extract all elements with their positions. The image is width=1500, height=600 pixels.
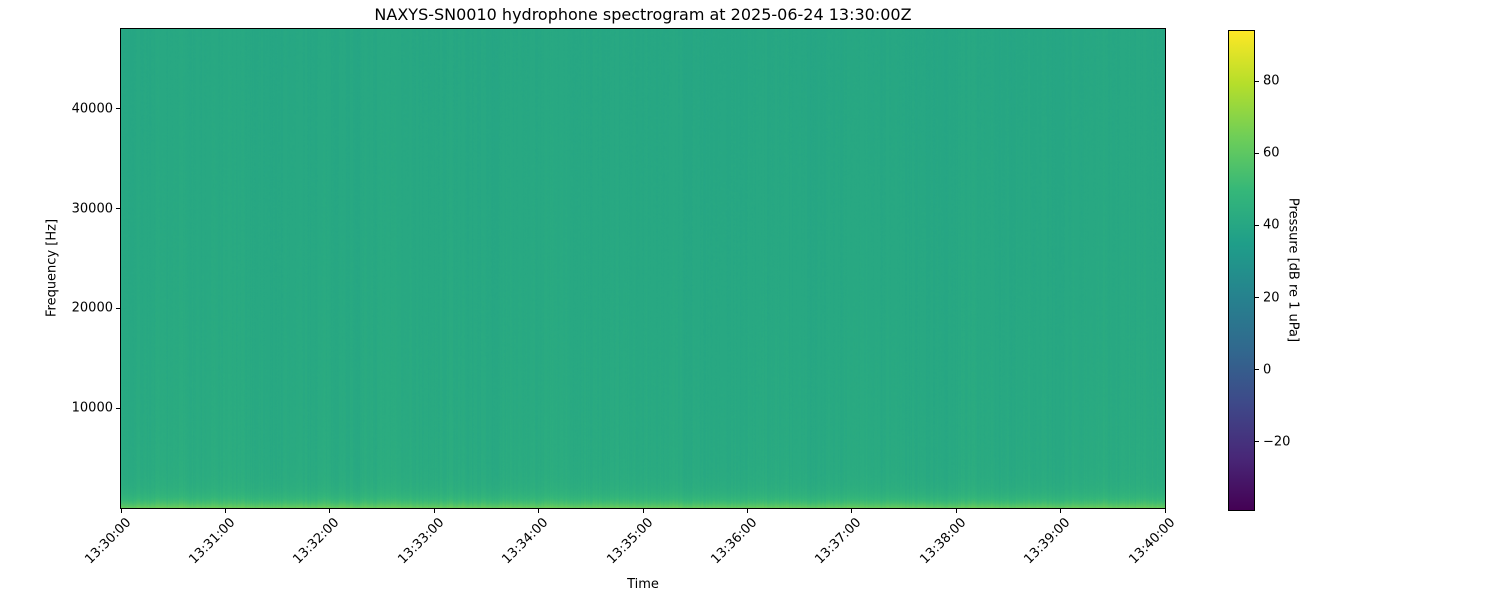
x-tick-mark: [120, 509, 122, 513]
x-tick-mark: [1060, 509, 1062, 513]
x-tick-label: 13:39:00: [1021, 515, 1074, 568]
y-axis-title: Frequency [Hz]: [44, 218, 60, 318]
spectrogram-heatmap: [121, 29, 1165, 508]
y-tick-label: 30000: [71, 201, 113, 217]
x-tick-label: 13:35:00: [604, 515, 656, 568]
colorbar-tick-label: −20: [1263, 434, 1291, 450]
x-tick-label: 13:36:00: [708, 515, 761, 568]
colorbar-tick-label: 40: [1263, 217, 1280, 233]
chart-title: NAXYS-SN0010 hydrophone spectrogram at 2…: [374, 5, 912, 24]
colorbar-tick-label: 60: [1263, 145, 1280, 161]
y-tick-label: 20000: [71, 300, 113, 316]
x-tick-mark: [1164, 509, 1166, 513]
colorbar: [1228, 30, 1255, 511]
colorbar-tick-label: 80: [1263, 73, 1280, 89]
x-tick-mark: [538, 509, 540, 513]
x-tick-mark: [433, 509, 435, 513]
x-tick-label: 13:32:00: [290, 515, 343, 568]
y-tick-label: 10000: [71, 400, 113, 416]
x-tick-label: 13:31:00: [186, 515, 239, 568]
x-axis-title: Time: [627, 577, 659, 592]
spectrogram-plot-area: [120, 28, 1166, 509]
x-tick-mark: [851, 509, 853, 513]
colorbar-title: Pressure [dB re 1 uPa]: [1285, 197, 1301, 343]
x-tick-label: 13:38:00: [917, 515, 970, 568]
y-tick-mark: [116, 208, 120, 210]
y-tick-mark: [116, 307, 120, 309]
colorbar-tick-mark: [1255, 224, 1259, 226]
x-tick-label: 13:30:00: [82, 515, 134, 568]
x-tick-label: 13:33:00: [395, 515, 448, 568]
colorbar-tick-mark: [1255, 152, 1259, 154]
x-tick-mark: [329, 509, 331, 513]
y-tick-label: 40000: [71, 101, 113, 117]
x-tick-mark: [955, 509, 957, 513]
colorbar-tick-label: 20: [1263, 290, 1280, 305]
colorbar-tick-mark: [1255, 441, 1259, 443]
x-tick-label: 13:34:00: [499, 515, 552, 568]
x-tick-mark: [746, 509, 748, 513]
colorbar-tick-mark: [1255, 80, 1259, 82]
y-tick-mark: [116, 108, 120, 110]
colorbar-tick-mark: [1255, 369, 1259, 371]
colorbar-tick-mark: [1255, 297, 1259, 298]
x-tick-label: 13:37:00: [812, 515, 865, 568]
x-tick-label: 13:40:00: [1126, 515, 1178, 568]
y-tick-mark: [116, 407, 120, 409]
x-tick-mark: [224, 509, 226, 513]
x-tick-mark: [642, 509, 644, 513]
colorbar-tick-label: 0: [1263, 362, 1272, 378]
